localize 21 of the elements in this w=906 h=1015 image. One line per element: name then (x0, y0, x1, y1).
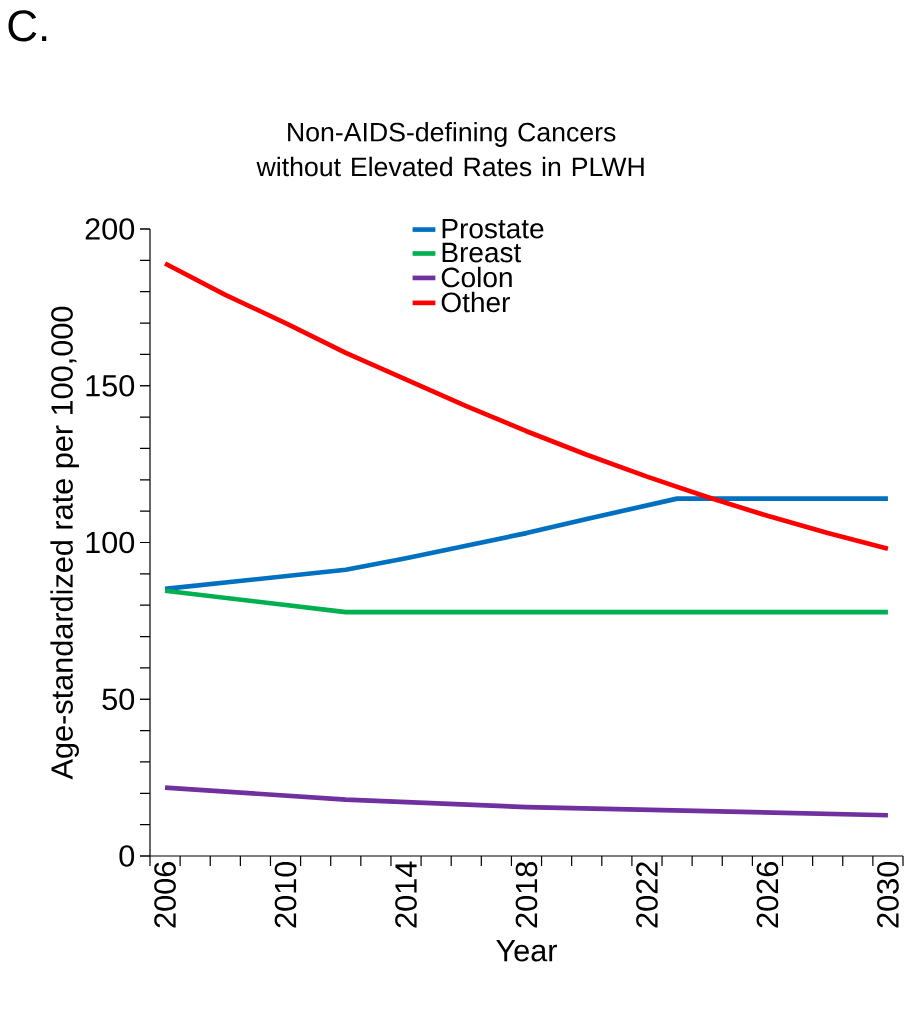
y-tick-label: 0 (119, 845, 135, 867)
y-axis-title: Age-standardized rate per 100,000 (50, 306, 79, 780)
x-tick-label: 2030 (877, 861, 899, 928)
x-tick-label: 2010 (274, 861, 297, 928)
y-tick-label: 150 (86, 374, 135, 397)
legend-label: Other (441, 291, 510, 313)
y-tick-label: 100 (86, 531, 135, 554)
line-series (162, 785, 891, 818)
y-tick-label: 50 (102, 688, 135, 711)
x-tick-label: 2026 (756, 862, 779, 928)
chart-title: Non-AIDS-defining Cancers without Elevated Rates in PLWH (256, 122, 644, 177)
legend-label: Prostate (442, 218, 544, 239)
legend-label: Colon (441, 266, 512, 288)
x-tick-label: 2022 (636, 862, 658, 928)
legend-label: Breast (442, 242, 522, 263)
x-tick-label: 2014 (395, 861, 417, 928)
text: C. (8, 10, 47, 42)
x-tick-label: 2018 (515, 862, 538, 928)
y-tick-label: 200 (85, 218, 135, 240)
x-axis-title: Year (496, 940, 557, 962)
x-tick-label: 2006 (154, 862, 176, 928)
